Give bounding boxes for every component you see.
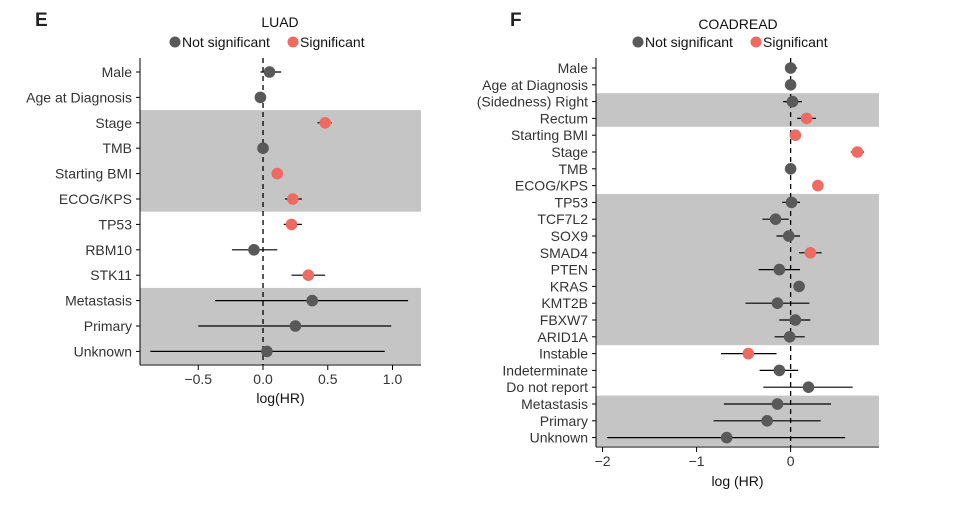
row-label-stage: Stage [95, 115, 132, 131]
row-label-ecog-kps: ECOG/KPS [59, 191, 132, 207]
row-label-rectum: Rectum [540, 110, 588, 126]
panel-letter: E [35, 10, 48, 31]
hr-point-primary [761, 415, 773, 427]
row-label-kras: KRAS [550, 278, 588, 294]
hr-point-do-not-report [802, 381, 815, 394]
hr-point-sox9 [782, 230, 795, 242]
legend-marker-significant [750, 36, 762, 48]
legend: Not significant Significant [632, 34, 828, 50]
panel-title: LUAD [261, 14, 298, 30]
hr-point-age-at-diagnosis [254, 91, 267, 104]
row-label-sidedness-right: (Sidedness) Right [477, 94, 588, 110]
row-label-starting-bmi: Starting BMI [55, 166, 132, 182]
row-label-ecog-kps: ECOG/KPS [515, 178, 588, 194]
hr-point-male [263, 66, 276, 78]
hr-point-rectum [800, 112, 813, 125]
row-label-stk11: STK11 [90, 267, 132, 283]
hr-point-age-at-diagnosis [784, 79, 797, 91]
panel-e-luad: E LUAD Not significant Significant −0.5 0.0 0.… [26, 10, 421, 406]
row-label-age-at-diagnosis: Age at Diagnosis [26, 89, 132, 105]
hr-point-kmt2b [771, 297, 784, 310]
row-label-unknown: Unknown [530, 430, 588, 446]
legend-marker-significant [287, 36, 299, 48]
row-label-arid1a: ARID1A [537, 329, 588, 345]
hr-point-tcf7l2 [769, 213, 782, 225]
row-label-pten: PTEN [551, 262, 588, 278]
hr-point-arid1a [783, 331, 796, 343]
row-label-primary: Primary [540, 413, 588, 429]
legend-label-significant: Significant [763, 34, 828, 50]
x-tick-label: −0.5 [184, 371, 212, 387]
hr-point-unknown [720, 431, 733, 444]
row-label-stage: Stage [551, 144, 588, 160]
hr-point-stage [319, 117, 331, 129]
hr-point-rbm10 [248, 244, 260, 256]
row-label-tmb: TMB [558, 161, 588, 177]
x-tick-label: 0.0 [253, 371, 273, 387]
row-label-smad4: SMAD4 [540, 245, 588, 261]
x-tick-label: −1 [689, 453, 705, 469]
row-label-kmt2b: KMT2B [541, 295, 588, 311]
legend-marker-not-significant [169, 36, 181, 48]
x-tick-label: 0.5 [318, 371, 338, 387]
row-label-instable: Instable [539, 346, 588, 362]
shaded-band [140, 110, 421, 212]
hr-point-indeterminate [773, 364, 786, 377]
x-axis-title: log (HR) [711, 473, 763, 489]
row-label-metastasis: Metastasis [65, 293, 132, 309]
hr-point-smad4 [804, 247, 817, 259]
row-label-male: Male [558, 60, 589, 76]
panel-letter: F [510, 10, 522, 31]
hr-point-primary [289, 320, 302, 332]
hr-point-starting-bmi [271, 167, 284, 180]
row-label-indeterminate: Indeterminate [502, 362, 588, 378]
row-label-tp53: TP53 [99, 216, 133, 232]
hr-point-stage [851, 146, 864, 158]
x-axis-title: log(HR) [256, 390, 304, 406]
row-label-sox9: SOX9 [551, 228, 589, 244]
row-label-age-at-diagnosis: Age at Diagnosis [482, 77, 588, 93]
hr-point-starting-bmi [789, 129, 802, 141]
row-label-fbxw7: FBXW7 [540, 312, 588, 328]
hr-point-fbxw7 [789, 314, 802, 326]
hr-point-stk11 [302, 269, 315, 282]
hr-point-metastasis [306, 294, 319, 307]
panel-f-coadread: F COADREAD Not significant Significant −2 −1 0… [477, 10, 879, 489]
shaded-band [596, 93, 879, 127]
hr-point-tmb [257, 142, 269, 154]
hr-point-male [784, 62, 797, 74]
hr-point-kras [793, 280, 805, 293]
row-label-starting-bmi: Starting BMI [511, 127, 588, 143]
row-label-male: Male [102, 64, 133, 80]
legend-label-not-significant: Not significant [645, 34, 733, 50]
hr-point-metastasis [771, 398, 784, 410]
hr-point-tp53 [285, 218, 298, 231]
row-label-rbm10: RBM10 [85, 242, 132, 258]
row-label-unknown: Unknown [74, 343, 132, 359]
legend-marker-not-significant [632, 36, 644, 48]
shaded-band [596, 194, 879, 346]
row-label-tmb: TMB [102, 140, 132, 156]
row-label-tp53: TP53 [555, 194, 589, 210]
hr-point-ecog-kps [812, 179, 824, 192]
legend-label-not-significant: Not significant [182, 34, 270, 50]
hr-point-instable [742, 347, 755, 360]
x-tick-label: 0 [787, 453, 795, 469]
x-tick-label: −2 [595, 453, 611, 469]
hr-point-ecog-kps [287, 193, 299, 205]
hr-point-tmb [784, 163, 797, 175]
hr-point-pten [773, 263, 786, 276]
row-label-do-not-report: Do not report [506, 379, 588, 395]
x-tick-label: 1.0 [383, 371, 403, 387]
row-label-primary: Primary [84, 318, 132, 334]
panel-title: COADREAD [698, 16, 777, 32]
row-label-metastasis: Metastasis [521, 396, 588, 412]
hr-point-unknown [261, 345, 273, 358]
hr-point-tp53 [785, 196, 798, 209]
row-label-tcf7l2: TCF7L2 [537, 211, 588, 227]
legend: Not significant Significant [169, 34, 365, 50]
hr-point-sidedness-right [786, 95, 799, 108]
legend-label-significant: Significant [300, 34, 365, 50]
